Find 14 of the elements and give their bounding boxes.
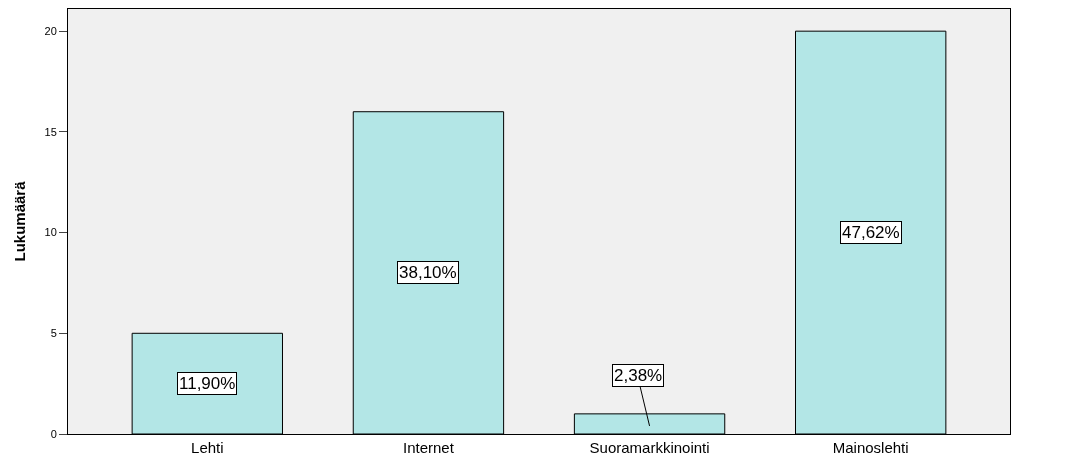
y-tick-label: 10: [44, 226, 57, 239]
y-tick-label: 5: [50, 327, 57, 340]
x-tick-label: Suoramarkkinointi: [589, 439, 710, 456]
x-tick-label: Internet: [403, 439, 455, 456]
y-tick-label: 20: [44, 25, 57, 38]
y-tick-label: 15: [44, 125, 57, 138]
x-tick-label: Mainoslehti: [832, 439, 909, 456]
annotation: 2,38%: [614, 366, 663, 385]
y-axis-title: Lukumäärä: [10, 180, 28, 262]
annotation: 47,62%: [842, 223, 900, 242]
x-tick-label: Lehti: [191, 439, 224, 456]
annotation: 38,10%: [399, 263, 457, 282]
annotation: 11,90%: [179, 374, 236, 393]
y-tick-label: 0: [50, 427, 57, 440]
